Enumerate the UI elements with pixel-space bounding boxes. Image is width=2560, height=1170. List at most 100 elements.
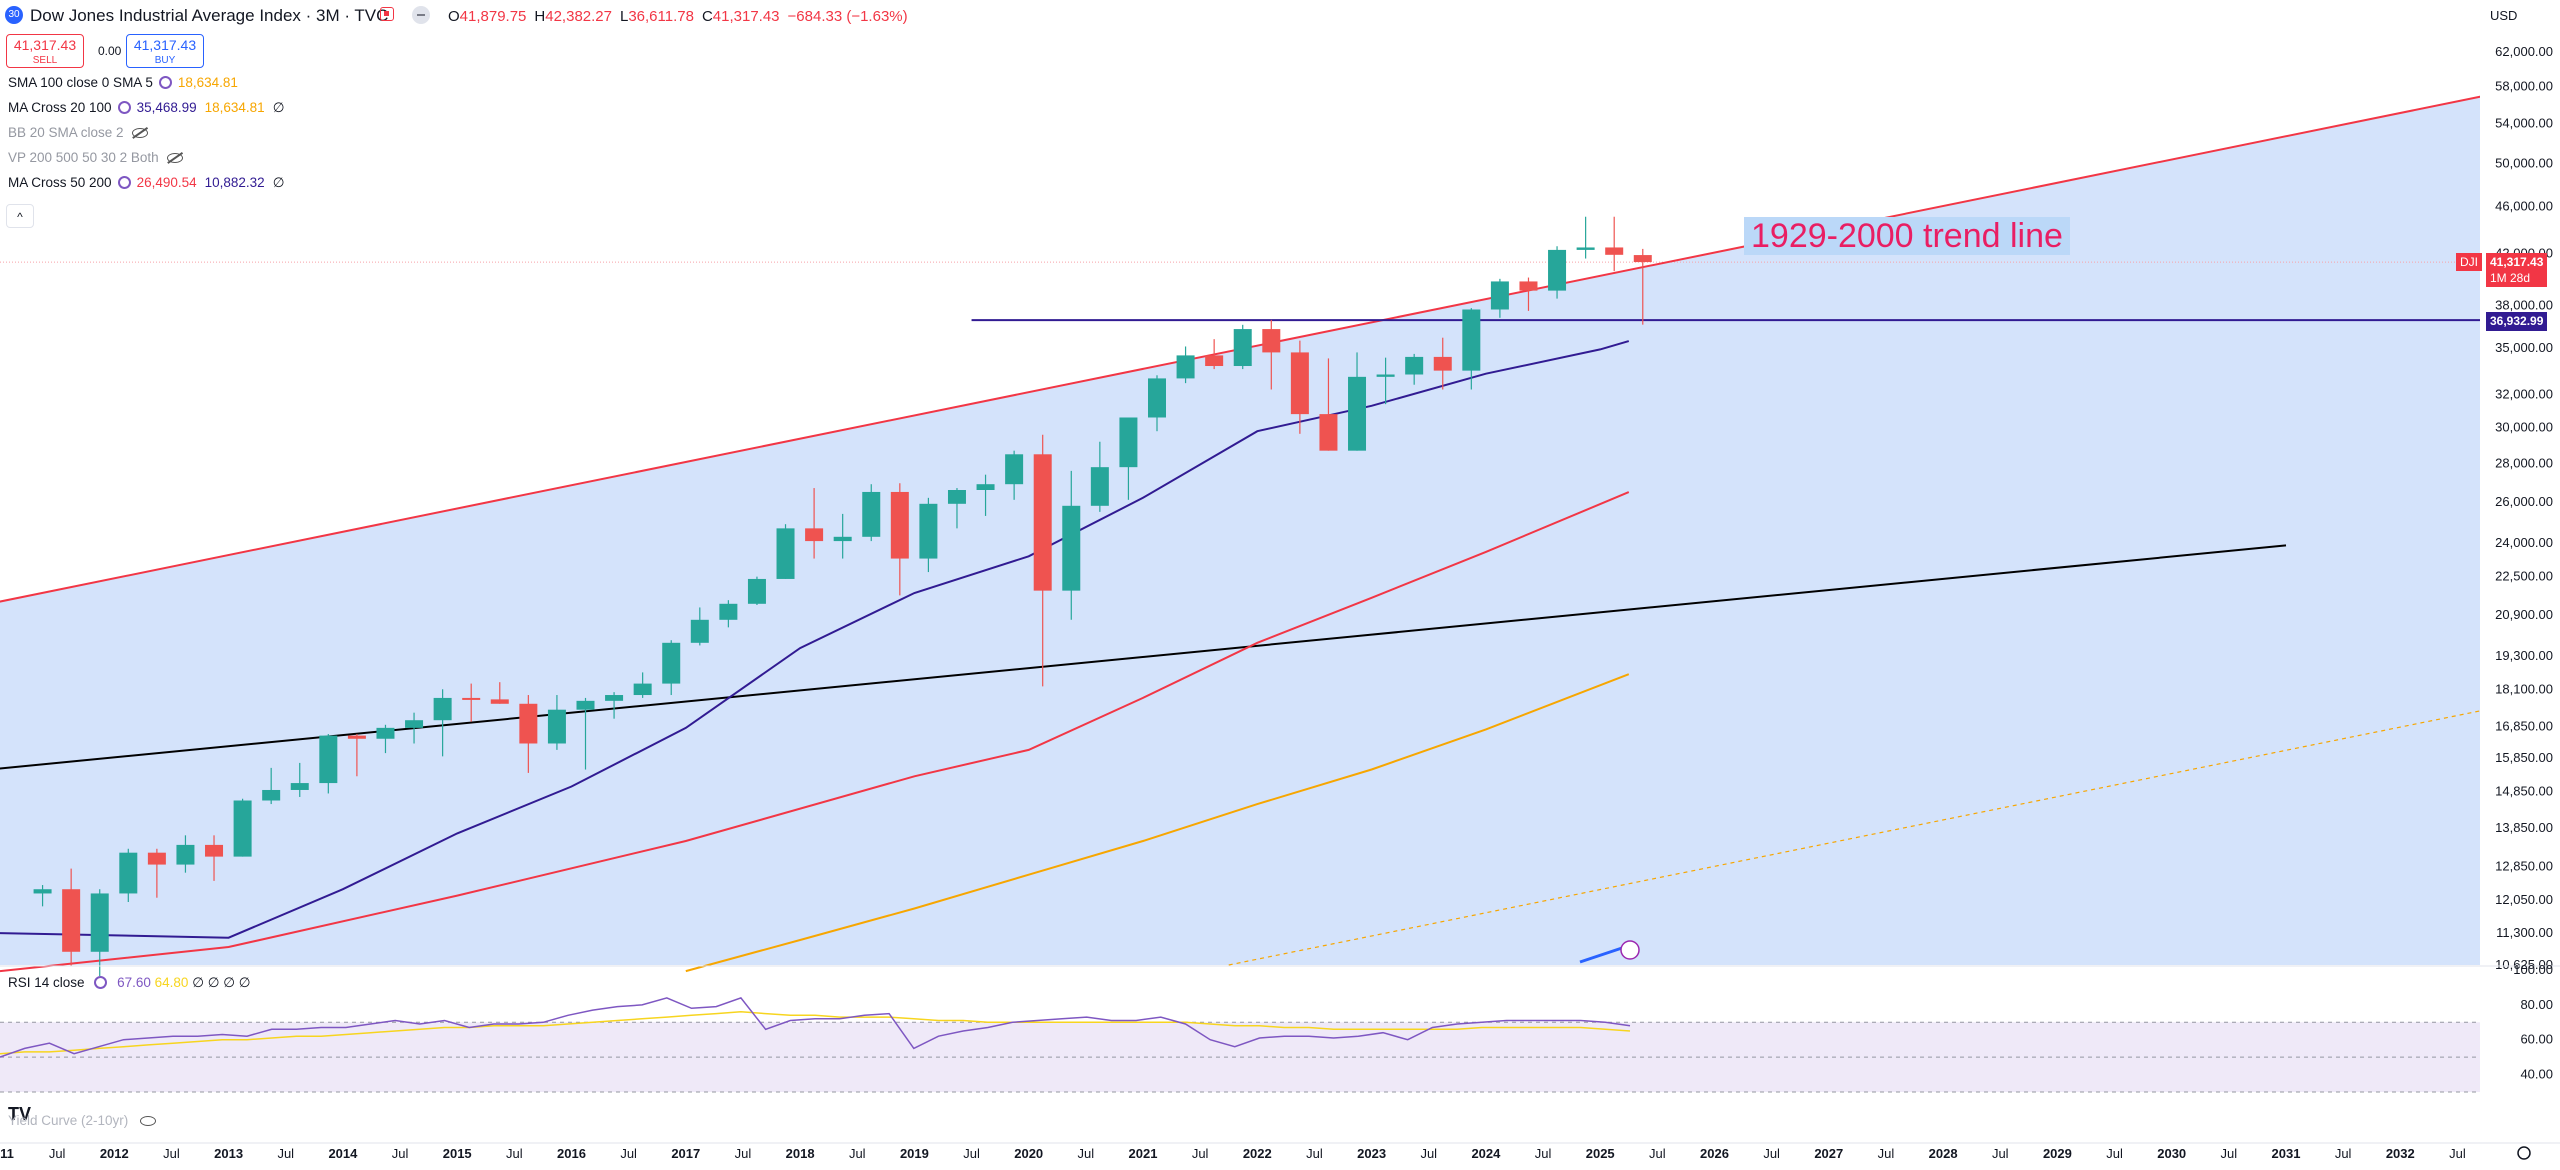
rsi-settings-icon[interactable]: [94, 976, 108, 989]
buy-button[interactable]: 41,317.43 BUY: [126, 34, 204, 68]
eye-hidden-icon[interactable]: [131, 128, 148, 138]
symbol-title[interactable]: Dow Jones Industrial Average Index · 3M …: [30, 6, 389, 25]
indicator-row[interactable]: VP 200 500 50 30 2 Both: [8, 150, 183, 165]
indicator-settings-icon[interactable]: [117, 176, 131, 189]
candle-body[interactable]: [576, 700, 595, 710]
candle-body[interactable]: [205, 844, 224, 857]
drawing-segment[interactable]: [1579, 946, 1623, 964]
price-axis-tick: 28,000.00: [2495, 455, 2553, 470]
trend-line-annotation[interactable]: 1929-2000 trend line: [1744, 217, 2070, 255]
candle-body[interactable]: [690, 619, 709, 643]
candle-body[interactable]: [947, 490, 966, 504]
ohlc-key: O: [448, 8, 460, 25]
trend-line[interactable]: [1228, 709, 2487, 966]
time-axis-tick: Jul: [1763, 1146, 1780, 1161]
candle-body[interactable]: [1433, 356, 1452, 371]
candle-body[interactable]: [1405, 356, 1424, 375]
candle-body[interactable]: [890, 491, 909, 559]
indicator-settings-icon[interactable]: [158, 76, 172, 89]
candle-body[interactable]: [176, 844, 195, 865]
rsi-ma-value: 64.80: [154, 975, 189, 990]
indicator-settings-icon[interactable]: [117, 101, 131, 114]
indicator-row[interactable]: MA Cross 50 200 26,490.54 10,882.32 ∅: [8, 175, 292, 191]
candle-body[interactable]: [462, 697, 481, 700]
candle-body[interactable]: [33, 889, 52, 894]
candle-body[interactable]: [1576, 247, 1595, 250]
candle-body[interactable]: [1062, 505, 1081, 591]
candle-body[interactable]: [1233, 329, 1252, 367]
settings-gear-icon[interactable]: [2517, 1146, 2531, 1160]
candle-body[interactable]: [805, 528, 824, 542]
candle-body[interactable]: [62, 889, 81, 952]
candle-body[interactable]: [1176, 355, 1195, 379]
flag-icon[interactable]: [380, 7, 394, 21]
sell-button[interactable]: 41,317.43 SELL: [6, 34, 84, 68]
candle-body[interactable]: [633, 683, 652, 696]
candle-body[interactable]: [547, 709, 566, 744]
candle-body[interactable]: [776, 528, 795, 579]
collapse-legend-button[interactable]: ^: [6, 204, 34, 228]
candle-body[interactable]: [147, 852, 166, 865]
time-axis-tick: Jul: [49, 1146, 66, 1161]
candle-body[interactable]: [347, 735, 366, 739]
candle-body[interactable]: [1148, 378, 1166, 418]
price-axis-tick: 35,000.00: [2495, 340, 2553, 355]
level-price-tag: 36,932.99: [2486, 312, 2548, 331]
candle-body[interactable]: [490, 699, 509, 704]
indicator-row[interactable]: BB 20 SMA close 2: [8, 125, 148, 140]
currency-label[interactable]: USD: [2490, 8, 2518, 23]
candle-body[interactable]: [1319, 414, 1338, 451]
candle-body[interactable]: [376, 727, 395, 739]
candle-body[interactable]: [833, 536, 852, 542]
eye-hidden-icon[interactable]: [166, 153, 183, 163]
candle-body[interactable]: [1376, 374, 1395, 377]
candle-body[interactable]: [662, 642, 681, 684]
candle-body[interactable]: [319, 735, 338, 784]
candle-body[interactable]: [1490, 281, 1509, 310]
candle-body[interactable]: [1519, 281, 1538, 291]
candle-body[interactable]: [1548, 249, 1567, 291]
price-axis-tick: 12,050.00: [2495, 892, 2553, 907]
symbol-badge[interactable]: 30: [5, 6, 23, 24]
candle-body[interactable]: [1462, 309, 1481, 371]
candle-body[interactable]: [119, 852, 138, 894]
candle-body[interactable]: [1005, 454, 1024, 485]
market-status-icon[interactable]: [412, 6, 430, 24]
candle-body[interactable]: [405, 720, 424, 728]
candle-body[interactable]: [90, 893, 109, 952]
indicator-value: 18,634.81: [177, 75, 238, 90]
trend-line[interactable]: [0, 544, 2287, 779]
ohlc-value: 41,879.75: [459, 8, 527, 25]
candle-body[interactable]: [1633, 255, 1652, 263]
time-axis-tick: 2020: [1014, 1146, 1043, 1161]
candle-body[interactable]: [976, 484, 995, 491]
candle-body[interactable]: [1119, 417, 1138, 468]
candle-body[interactable]: [1205, 355, 1224, 367]
candle-body[interactable]: [1605, 247, 1624, 255]
price-axis-tick: 32,000.00: [2495, 386, 2553, 401]
tradingview-logo[interactable]: TV: [8, 1104, 32, 1124]
candle-body[interactable]: [919, 503, 938, 559]
candle-body[interactable]: [605, 695, 624, 701]
eye-hidden-icon[interactable]: [140, 1116, 157, 1126]
candle-body[interactable]: [262, 789, 281, 801]
candle-body[interactable]: [1290, 352, 1309, 415]
indicator-row[interactable]: SMA 100 close 0 SMA 5 18,634.81: [8, 75, 246, 90]
candle-body[interactable]: [433, 697, 452, 721]
price-axis[interactable]: [2480, 30, 2560, 965]
alert-icon[interactable]: [1620, 940, 1640, 960]
candle-body[interactable]: [862, 491, 881, 537]
candle-body[interactable]: [1262, 329, 1281, 353]
time-axis-tick: Jul: [735, 1146, 752, 1161]
candle-body[interactable]: [719, 603, 738, 620]
indicator-row[interactable]: MA Cross 20 100 35,468.99 18,634.81 ∅: [8, 100, 292, 116]
candle-body[interactable]: [1090, 467, 1109, 506]
time-axis-tick: Jul: [277, 1146, 294, 1161]
candle-body[interactable]: [1348, 376, 1367, 451]
candle-body[interactable]: [519, 703, 538, 744]
candle-body[interactable]: [747, 578, 766, 604]
candle-body[interactable]: [290, 783, 309, 790]
candle-body[interactable]: [233, 800, 252, 857]
candle-body[interactable]: [1033, 454, 1052, 591]
